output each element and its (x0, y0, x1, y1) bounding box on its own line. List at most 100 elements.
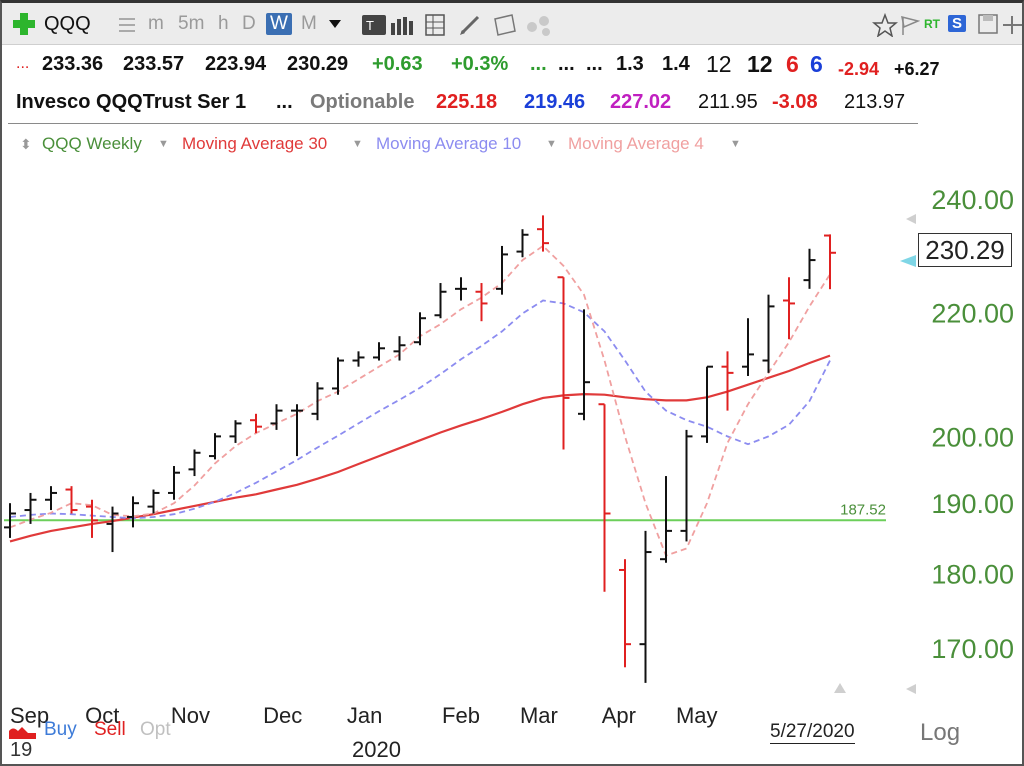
interval-5m[interactable]: 5m (178, 13, 205, 34)
interval-h[interactable]: h (218, 13, 229, 34)
legend-ma4[interactable]: Moving Average 4 (568, 134, 704, 153)
ohlc-bar[interactable] (660, 476, 672, 563)
opt-button[interactable]: Opt (140, 719, 171, 740)
sell-button[interactable]: Sell (94, 719, 126, 740)
s-button[interactable]: S (948, 15, 967, 32)
ohlc-bar[interactable] (209, 433, 221, 460)
legend-ma10-dropdown-icon[interactable]: ▼ (546, 138, 557, 150)
ohlc-bar[interactable] (393, 336, 406, 361)
ohlc-bar[interactable] (762, 294, 775, 373)
field-3: ... (586, 53, 603, 75)
x-tick-label: Nov (171, 703, 210, 728)
legend-series-dropdown-icon[interactable]: ▼ (158, 138, 169, 150)
ohlc-bar[interactable] (701, 365, 713, 443)
interval-w[interactable]: W (266, 13, 292, 35)
ohlc-bar[interactable] (598, 403, 611, 592)
ohlc-bar[interactable] (475, 283, 488, 322)
chart-type-icon[interactable]: T (362, 15, 386, 35)
legend-ma10[interactable]: Moving Average 10 (376, 134, 522, 153)
ohlc-bar[interactable] (783, 277, 795, 340)
low-price: 223.94 (205, 53, 267, 75)
x-tick-label: Oct (85, 703, 119, 728)
ohlc-bar[interactable] (619, 559, 631, 668)
share-icon[interactable] (524, 13, 554, 37)
ohlc-bar[interactable] (721, 351, 734, 411)
ohlc-bar[interactable] (414, 312, 426, 346)
bar-chart-icon[interactable] (390, 15, 414, 35)
buy-button[interactable]: Buy (44, 719, 77, 740)
ohlc-bar[interactable] (65, 486, 78, 514)
list-icon[interactable] (118, 16, 136, 34)
ohlc-bar[interactable] (188, 449, 201, 477)
ma10-line[interactable] (9, 299, 831, 520)
ohlc-bar[interactable] (168, 466, 180, 500)
y-tick-label: 240.00 (931, 185, 1014, 215)
add-symbol-icon[interactable] (12, 12, 36, 36)
star-icon[interactable] (872, 13, 898, 37)
log-scale-toggle[interactable]: Log (920, 719, 961, 746)
count-3: 6 (786, 51, 799, 77)
ohlc-bar[interactable] (24, 492, 37, 524)
trade-icon[interactable] (8, 725, 38, 741)
ohlc-bar[interactable] (270, 404, 283, 430)
ohlc-bar[interactable] (496, 245, 508, 295)
legend-series[interactable]: QQQ Weekly (42, 134, 142, 153)
x-tick-label: Dec (263, 703, 302, 728)
ohlc-bar[interactable] (824, 234, 836, 290)
count-1: 12 (706, 51, 732, 77)
x-tick-label: Feb (442, 703, 480, 728)
ohlc-bar[interactable] (742, 318, 754, 376)
ohlc-bar[interactable] (537, 215, 549, 252)
save-icon[interactable] (978, 14, 1000, 36)
ohlc-bar[interactable] (250, 413, 262, 434)
ohlc-bar[interactable] (557, 276, 570, 450)
realtime-label[interactable]: RT (924, 17, 940, 31)
scroll-up-arrow-icon[interactable] (906, 214, 916, 224)
change-percent: +0.3% (451, 53, 509, 75)
ohlc-bar[interactable] (229, 420, 242, 443)
ohlc-bar[interactable] (803, 248, 816, 289)
interval-m[interactable]: m (148, 13, 164, 34)
header-divider (8, 123, 918, 124)
draw-pen-icon[interactable] (458, 13, 482, 37)
ohlc-bar[interactable] (639, 530, 652, 683)
ohlc-bar[interactable] (4, 503, 16, 538)
legend-ma30[interactable]: Moving Average 30 (182, 134, 328, 153)
indicators-icon[interactable] (425, 14, 449, 36)
ohlc-bar[interactable] (516, 229, 529, 258)
current-date[interactable]: 5/27/2020 (770, 721, 855, 744)
legend-handle-icon[interactable]: ⬍ (20, 136, 32, 152)
price-3: 227.02 (610, 91, 672, 113)
ohlc-bar[interactable] (127, 496, 139, 528)
y-tick-label: 180.00 (931, 560, 1014, 590)
ohlc-bar[interactable] (455, 277, 467, 301)
move-icon[interactable] (1002, 14, 1024, 36)
flag-icon[interactable] (900, 15, 920, 37)
ohlc-bar[interactable] (352, 351, 365, 367)
count-4: 6 (810, 51, 823, 77)
legend-ma4-dropdown-icon[interactable]: ▼ (730, 138, 741, 150)
ohlc-bar[interactable] (578, 309, 590, 421)
ohlc-bar[interactable] (332, 357, 344, 395)
legend-ma30-dropdown-icon[interactable]: ▼ (352, 138, 363, 150)
ohlc-bar[interactable] (680, 429, 693, 542)
ohlc-bar[interactable] (434, 283, 447, 319)
ohlc-bar[interactable] (45, 486, 57, 511)
ohlc-bar[interactable] (311, 382, 324, 421)
ohlc-bar[interactable] (106, 506, 119, 553)
price-chart[interactable]: 187.52 170.00 180.00 190.00 200.00 220.00 240… (2, 3, 1022, 765)
interval-mo[interactable]: M (301, 13, 317, 34)
open-price: 233.36 (42, 53, 104, 75)
ohlc-bar[interactable] (291, 404, 303, 457)
symbol-input[interactable]: QQQ (44, 13, 91, 35)
ohlc-bar[interactable] (86, 499, 98, 538)
interval-d[interactable]: D (242, 13, 256, 34)
ohlc-bar[interactable] (373, 342, 385, 361)
ohlc-bar[interactable] (147, 489, 160, 514)
x-tick-label: Sep (10, 703, 49, 728)
scroll-right-up-icon[interactable] (834, 683, 846, 693)
note-icon[interactable] (492, 13, 518, 37)
scroll-down-arrow-icon[interactable] (906, 684, 916, 694)
interval-dropdown-icon[interactable] (328, 19, 342, 29)
value-neg: -2.94 (838, 59, 880, 79)
